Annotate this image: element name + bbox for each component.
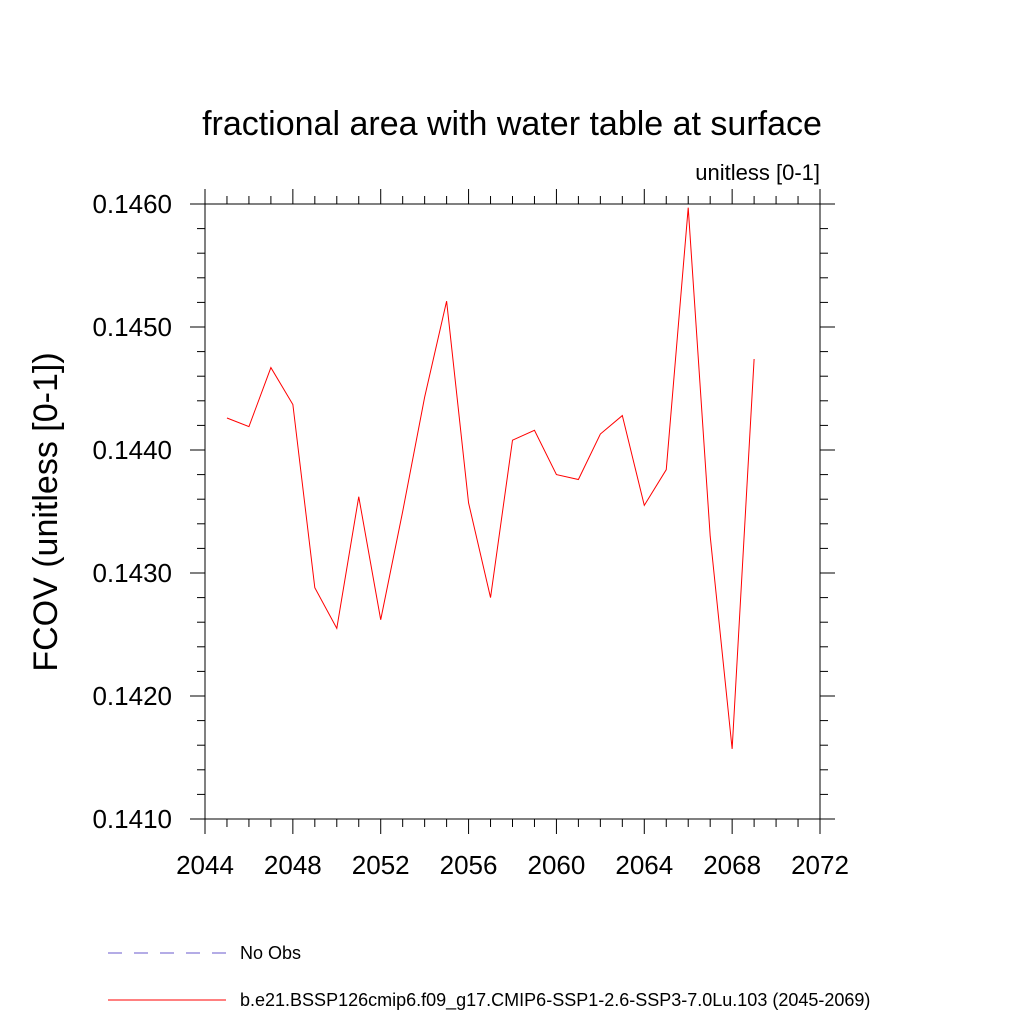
y-tick-label: 0.1410 bbox=[92, 804, 172, 834]
y-axis-label: FCOV (unitless [0-1]) bbox=[27, 352, 65, 671]
y-tick-label: 0.1420 bbox=[92, 681, 172, 711]
x-tick-label: 2052 bbox=[352, 850, 410, 880]
series-line-0 bbox=[226, 207, 755, 749]
x-tick-label: 2060 bbox=[528, 850, 586, 880]
x-tick-label: 2072 bbox=[791, 850, 849, 880]
legend-label-no-obs: No Obs bbox=[240, 943, 301, 963]
y-tick-labels: 0.1410 0.1420 0.1430 0.1440 0.1450 0.1460 bbox=[92, 189, 172, 834]
x-tick-label: 2068 bbox=[703, 850, 761, 880]
minor-ticks bbox=[197, 196, 828, 827]
major-ticks bbox=[190, 189, 835, 834]
x-tick-label: 2044 bbox=[176, 850, 234, 880]
x-tick-label: 2048 bbox=[264, 850, 322, 880]
units-label: unitless [0-1] bbox=[695, 160, 820, 185]
x-tick-label: 2056 bbox=[440, 850, 498, 880]
legend: No Obs b.e21.BSSP126cmip6.f09_g17.CMIP6-… bbox=[108, 943, 870, 1011]
x-tick-labels: 2044 2048 2052 2056 2060 2064 2068 2072 bbox=[176, 850, 849, 880]
y-tick-label: 0.1450 bbox=[92, 312, 172, 342]
legend-label-model-run: b.e21.BSSP126cmip6.f09_g17.CMIP6-SSP1-2.… bbox=[240, 990, 870, 1011]
x-tick-label: 2064 bbox=[615, 850, 673, 880]
y-tick-label: 0.1440 bbox=[92, 435, 172, 465]
y-tick-label: 0.1430 bbox=[92, 558, 172, 588]
plot-frame bbox=[204, 203, 821, 820]
y-tick-label: 0.1460 bbox=[92, 189, 172, 219]
chart-title: fractional area with water table at surf… bbox=[202, 105, 822, 143]
series-group bbox=[226, 207, 755, 749]
